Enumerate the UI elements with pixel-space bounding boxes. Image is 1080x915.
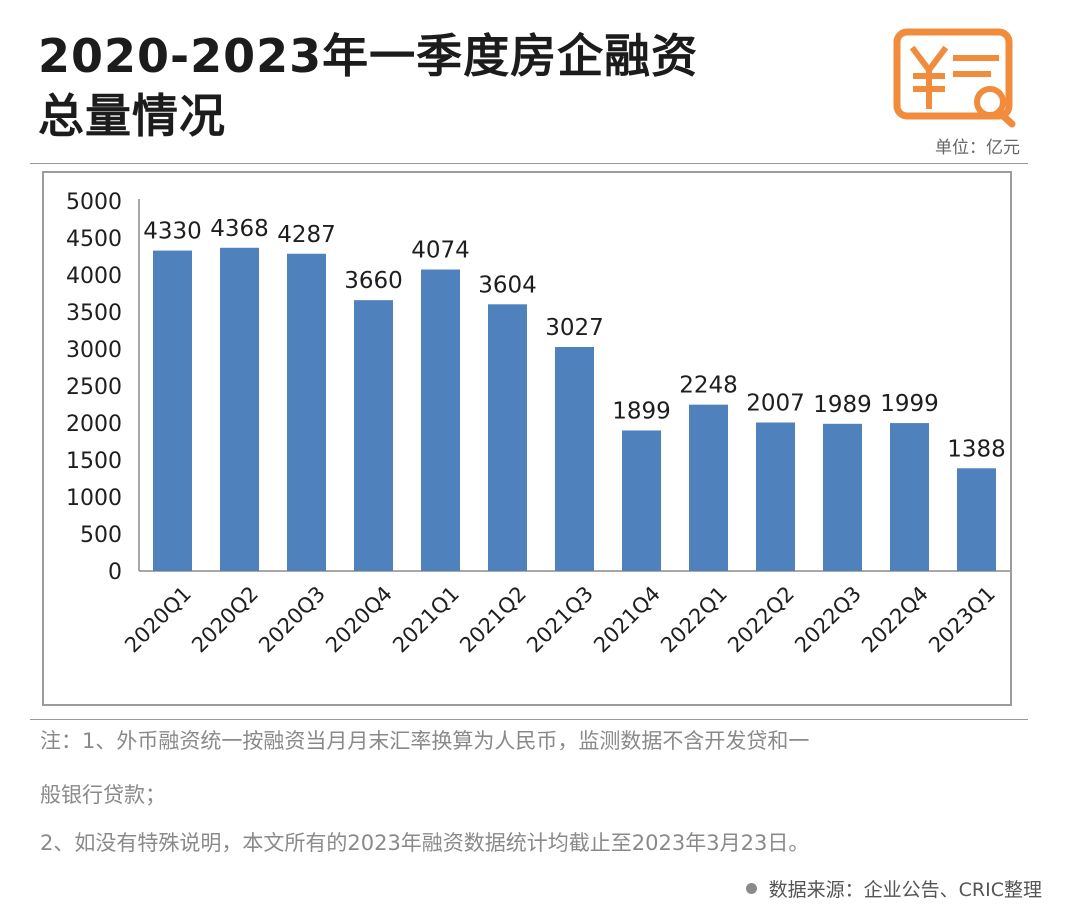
page-title: 2020-2023年一季度房企融资 总量情况: [38, 26, 838, 146]
y-tick-label: 4000: [66, 264, 122, 289]
bar: [756, 422, 795, 571]
source-text: 数据来源：企业公告、CRIC整理: [768, 879, 1042, 901]
bar: [622, 430, 661, 571]
bar-value-label: 2007: [746, 390, 805, 416]
y-tick-label: 1000: [66, 486, 122, 511]
x-tick-label: 2022Q1: [656, 582, 732, 658]
bar-value-label: 4330: [143, 219, 202, 245]
x-tick-label: 2021Q3: [522, 582, 598, 658]
bar-value-label: 1388: [947, 436, 1006, 462]
bar: [823, 423, 862, 571]
source-caption: 数据来源：企业公告、CRIC整理: [745, 875, 1042, 902]
note-line-1: 注：1、外币融资统一按融资当月月末汇率换算为人民币，监测数据不含开发贷和一: [40, 729, 810, 753]
bar-value-label: 4074: [411, 238, 470, 264]
y-tick-label: 2000: [66, 412, 122, 437]
bar-value-label: 1999: [880, 391, 939, 417]
x-tick-label: 2020Q1: [120, 582, 196, 658]
bar-value-label: 1989: [813, 392, 872, 418]
x-tick-label: 2020Q3: [254, 582, 330, 658]
y-tick-label: 2500: [66, 375, 122, 400]
x-tick-label: 2021Q1: [388, 582, 464, 658]
bullet-icon: [745, 883, 757, 894]
y-tick-label: 1500: [66, 449, 122, 474]
note-line-2: 般银行贷款；: [40, 783, 166, 807]
bar: [153, 250, 192, 571]
yuan-document-search-icon: [893, 28, 1016, 128]
bar-value-label: 4287: [277, 222, 336, 248]
x-tick-label: 2023Q1: [924, 582, 1000, 658]
bar: [689, 404, 728, 571]
x-tick-label: 2022Q2: [723, 582, 799, 658]
bar: [957, 468, 996, 571]
x-tick-label: 2020Q2: [187, 582, 263, 658]
y-tick-label: 500: [80, 523, 122, 548]
bar-value-label: 3027: [545, 315, 604, 341]
x-tick-label: 2020Q4: [321, 582, 397, 658]
bar-value-label: 1899: [612, 398, 671, 424]
unit-label: 单位：亿元: [935, 138, 1020, 158]
bar: [890, 423, 929, 571]
y-tick-label: 5000: [66, 190, 122, 215]
note-line-3: 2、如没有特殊说明，本文所有的2023年融资数据统计均截止至2023年3月23日…: [40, 831, 810, 855]
bar-value-label: 3604: [478, 272, 537, 298]
bar-value-label: 3660: [344, 268, 403, 294]
y-tick-label: 4500: [66, 227, 122, 252]
bar: [220, 247, 259, 571]
bar: [287, 253, 326, 571]
bar: [488, 304, 527, 571]
y-tick-label: 3500: [66, 301, 122, 326]
bar-value-label: 2248: [679, 373, 738, 399]
x-tick-label: 2021Q2: [455, 582, 531, 658]
x-tick-label: 2021Q4: [589, 582, 665, 658]
bar-value-label: 4368: [210, 216, 269, 242]
bar: [354, 300, 393, 571]
title-line-1: 2020-2023年一季度房企融资: [38, 29, 699, 83]
bar: [421, 269, 460, 571]
top-divider: [30, 163, 1028, 164]
title-line-2: 总量情况: [38, 89, 226, 143]
x-tick-label: 2022Q4: [857, 582, 933, 658]
bar-chart: 0 500 1000 1500 2000 2500 3000 3500 4000 4500 5000…: [66, 190, 1010, 658]
y-tick-label: 0: [108, 560, 122, 585]
bar: [555, 347, 594, 571]
bottom-divider: [30, 719, 1028, 720]
y-tick-label: 3000: [66, 338, 122, 363]
x-tick-label: 2022Q3: [790, 582, 866, 658]
